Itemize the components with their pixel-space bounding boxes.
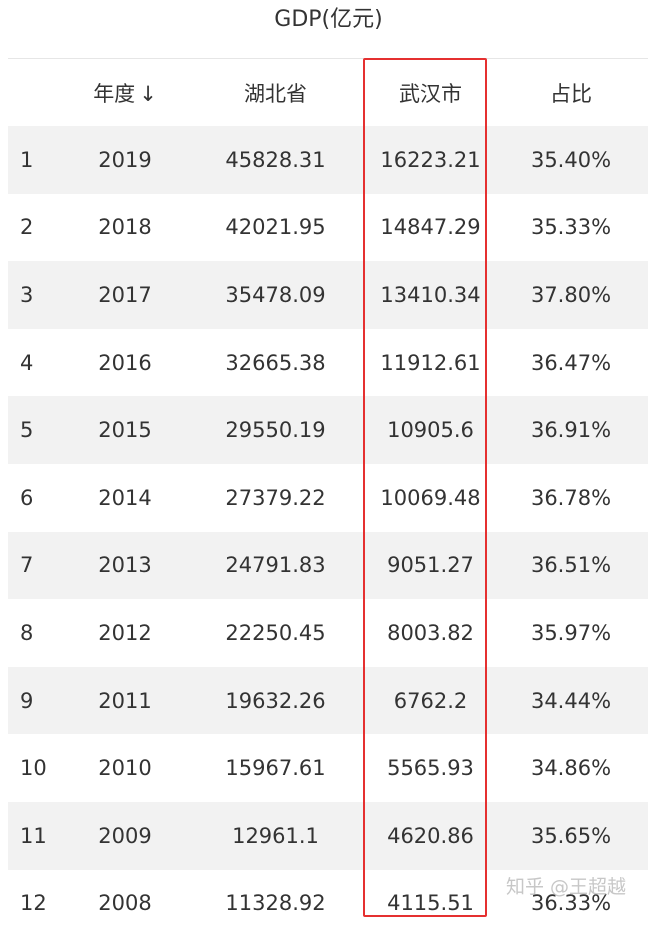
table-row: 3 2017 35478.09 13410.34 37.80%	[8, 261, 648, 329]
cell-year: 2015	[98, 418, 152, 443]
cell-year: 2018	[98, 215, 152, 240]
sort-down-icon: ↓	[139, 81, 157, 106]
table-row: 8 2012 22250.45 8003.82 35.97%	[8, 599, 648, 667]
cell-year: 2010	[98, 756, 152, 781]
cell-hubei: 11328.92	[225, 891, 326, 916]
cell-rank: 10	[20, 756, 47, 781]
cell-wuhan: 10905.6	[387, 418, 474, 443]
cell-year: 2013	[98, 553, 152, 578]
table-row: 11 2009 12961.1 4620.86 35.65%	[8, 801, 648, 870]
cell-ratio: 36.33%	[530, 891, 612, 916]
table-header: 年度 ↓ 湖北省 武汉市 占比	[8, 58, 648, 126]
cell-wuhan: 4115.51	[387, 891, 474, 916]
header-wuhan: 武汉市	[399, 81, 462, 106]
cell-wuhan: 6762.2	[393, 688, 468, 713]
cell-year: 2016	[98, 350, 152, 375]
table-title: GDP(亿元)	[274, 7, 383, 32]
cell-hubei: 35478.09	[225, 282, 326, 307]
cell-rank: 5	[20, 418, 34, 443]
cell-year: 2008	[98, 891, 152, 916]
header-ratio: 占比	[550, 81, 592, 106]
cell-ratio: 34.86%	[530, 756, 612, 781]
cell-ratio: 37.80%	[530, 282, 612, 307]
cell-hubei: 42021.95	[225, 215, 326, 240]
header-year-label: 年度	[93, 81, 136, 106]
cell-wuhan: 4620.86	[387, 823, 474, 848]
cell-hubei: 19632.26	[225, 688, 326, 713]
cell-wuhan: 5565.93	[387, 756, 474, 781]
cell-ratio: 35.40%	[530, 147, 612, 172]
cell-wuhan: 11912.61	[380, 350, 481, 375]
cell-hubei: 12961.1	[232, 823, 319, 848]
cell-ratio: 35.97%	[530, 620, 612, 645]
cell-rank: 7	[20, 553, 34, 578]
table-row: 10 2010 15967.61 5565.93 34.86%	[8, 734, 648, 802]
cell-ratio: 34.44%	[530, 688, 612, 713]
cell-hubei: 32665.38	[225, 350, 326, 375]
cell-wuhan: 14847.29	[380, 215, 481, 240]
cell-year: 2011	[98, 688, 152, 713]
table-row: 1 2019 45828.31 16223.21 35.40%	[8, 126, 648, 194]
cell-ratio: 36.47%	[530, 350, 612, 375]
cell-year: 2019	[98, 147, 152, 172]
cell-rank: 6	[20, 485, 34, 510]
cell-hubei: 24791.83	[225, 553, 326, 578]
cell-rank: 8	[20, 620, 34, 645]
cell-year: 2017	[98, 282, 152, 307]
cell-ratio: 35.33%	[530, 215, 612, 240]
cell-rank: 12	[20, 891, 47, 916]
cell-ratio: 36.91%	[530, 418, 612, 443]
cell-rank: 9	[20, 688, 34, 713]
cell-ratio: 35.65%	[530, 823, 612, 848]
cell-wuhan: 9051.27	[387, 553, 474, 578]
table-row: 4 2016 32665.38 11912.61 36.47%	[8, 328, 648, 397]
table-row: 5 2015 29550.19 10905.6 36.91%	[8, 396, 648, 464]
table-body: 1 2019 45828.31 16223.21 35.40% 2 2018 42021.95…	[8, 126, 648, 937]
cell-rank: 11	[20, 823, 47, 848]
cell-hubei: 27379.22	[225, 485, 326, 510]
cell-rank: 2	[20, 215, 34, 240]
table-row: 6 2014 27379.22 10069.48 36.78%	[8, 463, 648, 532]
header-year[interactable]: 年度 ↓	[66, 78, 184, 108]
watermark: 知乎 @王超越	[506, 876, 627, 898]
cell-rank: 3	[20, 282, 34, 307]
table-row: 9 2011 19632.26 6762.2 34.44%	[8, 666, 648, 735]
cell-hubei: 45828.31	[225, 147, 326, 172]
table-row: 2 2018 42021.95 14847.29 35.33%	[8, 193, 648, 262]
header-hubei: 湖北省	[244, 81, 307, 106]
cell-year: 2009	[98, 823, 152, 848]
gdp-table: 年度 ↓ 湖北省 武汉市 占比 1 2019 45828.31 16223.21 35.4…	[8, 58, 648, 937]
cell-year: 2014	[98, 485, 152, 510]
cell-ratio: 36.51%	[530, 553, 612, 578]
cell-year: 2012	[98, 620, 152, 645]
cell-rank: 4	[20, 350, 34, 375]
cell-wuhan: 8003.82	[387, 620, 474, 645]
cell-hubei: 15967.61	[225, 756, 326, 781]
cell-rank: 1	[20, 147, 34, 172]
cell-hubei: 22250.45	[225, 620, 326, 645]
cell-hubei: 29550.19	[225, 418, 326, 443]
cell-wuhan: 16223.21	[380, 147, 481, 172]
table-row: 7 2013 24791.83 9051.27 36.51%	[8, 531, 648, 600]
cell-ratio: 36.78%	[530, 485, 612, 510]
cell-wuhan: 13410.34	[380, 282, 481, 307]
cell-wuhan: 10069.48	[380, 485, 481, 510]
